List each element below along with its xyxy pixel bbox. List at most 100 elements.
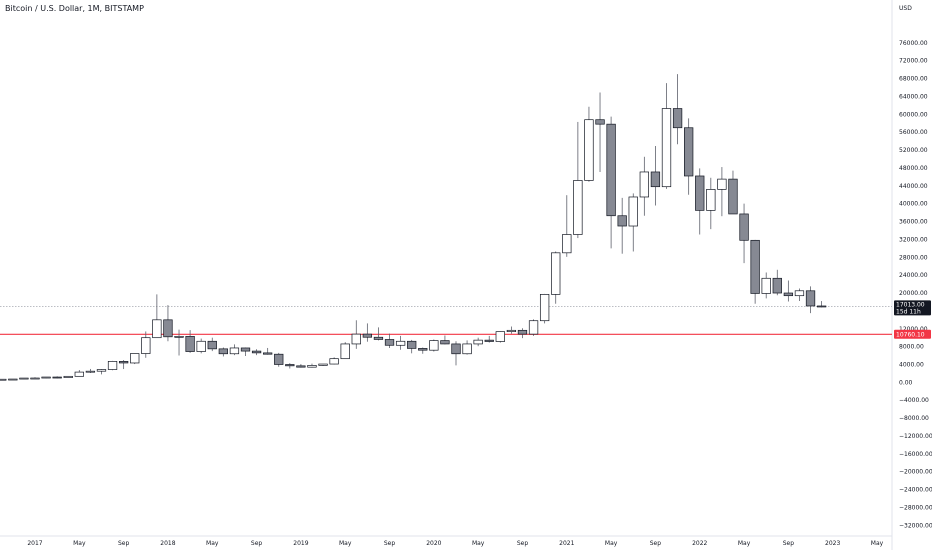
candle-body [8,378,18,381]
x-tick-label: 2023 [825,540,840,547]
support-line-tag [894,329,931,339]
candle-body [783,292,794,297]
candle-body [107,361,118,370]
candle-body [661,108,672,188]
candle-body [19,377,29,380]
candle-body [240,347,251,352]
candle-body [628,196,638,227]
candle-body [639,171,649,198]
candle-body [451,343,461,355]
candle-body [41,376,51,379]
y-tick-label: 0.00 [899,379,913,386]
x-tick-label: 2022 [692,540,707,547]
candle-body [584,119,594,181]
candle-body [384,339,395,346]
candle-body [296,365,306,368]
y-tick-label: 68000.00 [899,76,928,83]
candle-body [118,361,129,364]
candle-body [85,370,96,373]
candle-body [30,377,40,380]
y-tick-label: −32000.00 [899,522,932,529]
candle-body [318,363,328,366]
x-tick-label: May [472,540,485,547]
candle-body [695,175,705,211]
candle-body [750,239,760,294]
currency-label: USD [899,5,912,12]
candle-body [728,178,738,215]
x-tick-label: Sep [118,540,130,547]
y-tick-label: 56000.00 [899,129,928,136]
candle-body [495,331,505,342]
candle-body [362,333,373,338]
y-tick-label: −12000.00 [899,433,932,440]
y-tick-label: 20000.00 [899,290,928,297]
candle-body [0,378,7,381]
candle-body [816,305,827,308]
y-tick-label: 44000.00 [899,183,928,190]
candle-body [739,213,749,241]
candle-body [63,375,73,378]
candle-body [141,337,151,354]
x-tick-label: Sep [517,540,529,547]
x-tick-label: Sep [384,540,396,547]
x-tick-label: Sep [650,540,662,547]
candle-body [395,340,406,346]
x-tick-label: Sep [251,540,263,547]
y-tick-label: −24000.00 [899,487,932,494]
y-tick-label: 36000.00 [899,219,928,226]
candle-body [196,340,206,352]
y-tick-label: 32000.00 [899,236,928,243]
y-tick-label: −4000.00 [899,397,929,404]
candle-body [617,215,627,227]
x-tick-label: 2017 [27,540,42,547]
candle-body [539,294,550,322]
candle-body [805,290,816,307]
candle-body [606,123,616,217]
candle-body [96,369,107,372]
candle-body [207,340,217,350]
candle-body [440,340,450,345]
y-tick-label: 8000.00 [899,344,924,351]
x-tick-label: 2020 [426,540,441,547]
last-price-value: 17013.00 [896,301,925,308]
candle-body [418,348,428,351]
candle-body [130,353,140,364]
candle-body [307,365,317,368]
y-tick-label: 40000.00 [899,201,928,208]
candle-body [407,340,417,349]
candle-body [595,119,605,125]
candle-body [672,108,683,129]
y-tick-label: 52000.00 [899,147,928,154]
candle-body [717,178,727,190]
y-tick-label: 76000.00 [899,40,928,47]
candle-body [761,277,771,294]
candle-body [684,127,694,177]
x-tick-label: May [738,540,751,547]
x-tick-label: May [206,540,219,547]
candle-body [562,234,572,254]
candle-body [573,180,583,235]
y-tick-label: 72000.00 [899,58,928,65]
y-tick-label: 4000.00 [899,361,924,368]
y-tick-label: 12000.00 [899,326,928,333]
last-price-tag [894,300,931,316]
candle-body [517,329,528,335]
candle-body [772,277,782,294]
y-tick-label: −16000.00 [899,451,932,458]
x-tick-label: May [73,540,86,547]
candle-body [52,376,62,379]
candle-body [429,340,439,351]
candle-body [74,371,84,377]
candle-body [794,290,805,297]
candle-body [351,333,361,345]
x-tick-label: 2019 [293,540,308,547]
candle-body [152,319,162,339]
candle-body [340,343,350,360]
candle-body [229,347,240,355]
chart-title: Bitcoin / U.S. Dollar, 1M, BITSTAMP [5,4,144,13]
y-tick-label: −8000.00 [899,415,929,422]
candle-body [185,335,195,352]
candle-body [274,353,284,365]
candle-body [163,319,173,338]
